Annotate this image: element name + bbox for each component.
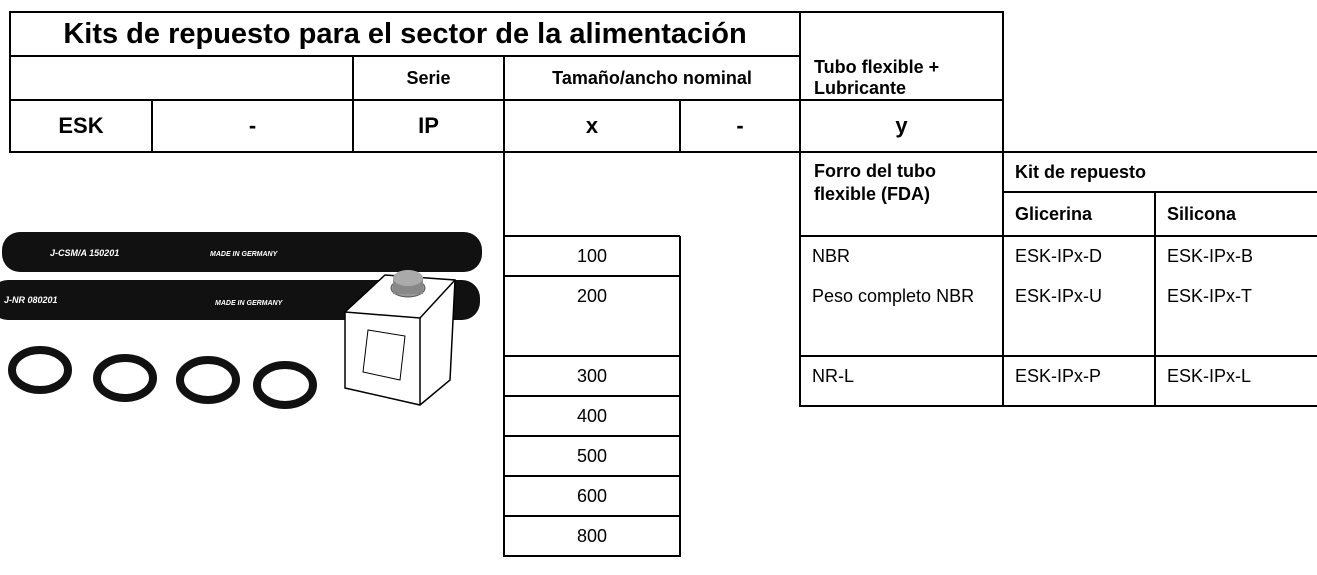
- kit-code: ESK-IPx-T: [1167, 286, 1253, 306]
- code-part: -: [248, 113, 257, 138]
- hose-label: J-NR 080201: [4, 295, 58, 305]
- serie-header: Serie: [406, 67, 451, 88]
- kit-code: ESK-IPx-L: [1167, 366, 1252, 386]
- kit-code: ESK-IPx-D: [1015, 246, 1103, 266]
- code-part: -: [736, 113, 744, 138]
- title: Kits de repuesto para el sector de la al…: [63, 17, 747, 50]
- kit-code: ESK-IPx-P: [1015, 366, 1102, 386]
- tube-header: Tubo flexible + Lubricante: [814, 57, 940, 98]
- code-part: y: [895, 113, 908, 138]
- liner: NBR: [812, 246, 851, 266]
- size: 200: [576, 285, 608, 306]
- grid-lines: [9, 11, 1317, 557]
- column-header: Silicona: [1167, 203, 1237, 224]
- code-part: x: [585, 113, 599, 138]
- liner: Peso completo NBR: [812, 286, 975, 306]
- liner-header: Forro del tubo flexible (FDA): [814, 161, 936, 205]
- kit-header: Kit de repuesto: [1015, 161, 1147, 182]
- size: 500: [576, 445, 608, 466]
- column-header: Glicerina: [1015, 203, 1093, 224]
- size-header: Tamaño/ancho nominal: [552, 67, 752, 88]
- code-part: ESK: [58, 113, 104, 138]
- kit-code: ESK-IPx-U: [1015, 286, 1103, 306]
- liner: NR-L: [812, 366, 855, 386]
- size: 800: [576, 525, 608, 546]
- size: 100: [576, 245, 608, 266]
- code-part: IP: [418, 113, 439, 138]
- size: 400: [576, 405, 608, 426]
- hose-label: MADE IN GERMANY: [215, 300, 284, 307]
- product-image: J-CSM/A 150201 MADE IN GERMANY J-NR 0802…: [0, 232, 482, 409]
- size: 600: [576, 485, 608, 506]
- kit-code: ESK-IPx-B: [1167, 246, 1254, 266]
- size: 300: [576, 365, 608, 386]
- hose-label: J-CSM/A 150201: [50, 248, 119, 258]
- hose-label: MADE IN GERMANY: [210, 251, 279, 258]
